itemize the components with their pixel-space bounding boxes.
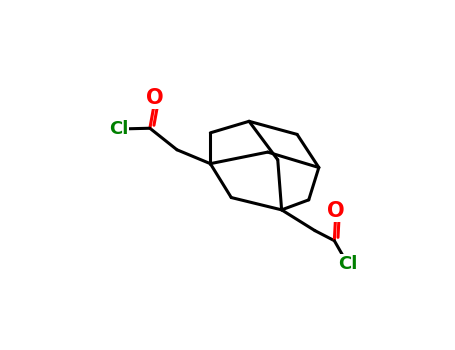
Text: O: O	[147, 88, 164, 108]
Text: Cl: Cl	[338, 255, 357, 273]
Text: O: O	[327, 201, 345, 222]
Text: Cl: Cl	[109, 120, 129, 138]
